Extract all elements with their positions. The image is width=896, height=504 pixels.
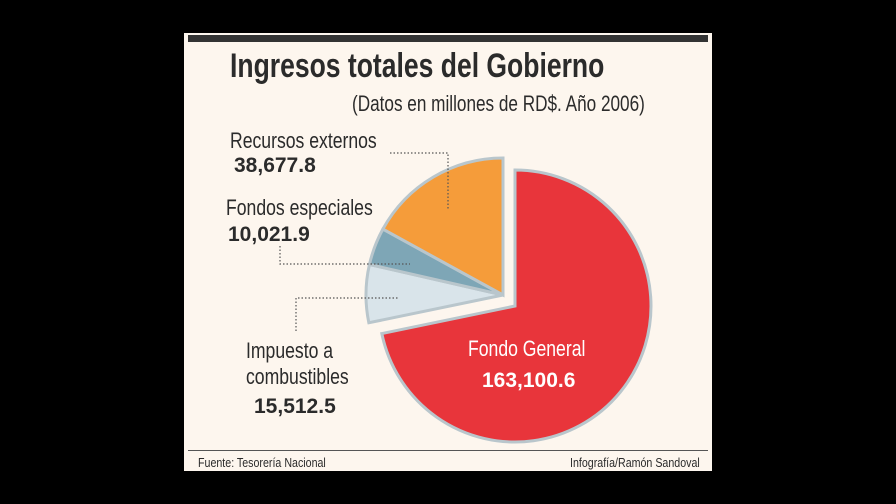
top-bar xyxy=(188,35,708,42)
slice-recursos-externos xyxy=(380,156,505,298)
label-impuesto-1: Impuesto a xyxy=(246,338,334,363)
chart-subtitle: (Datos en millones de RD$. Año 2006) xyxy=(352,91,645,116)
pie-chart xyxy=(279,152,653,444)
footer-divider xyxy=(188,450,708,451)
value-fondo-general: 163,100.6 xyxy=(482,369,576,392)
label-recursos: Recursos externos xyxy=(230,128,377,153)
value-recursos: 38,677.8 xyxy=(234,154,316,177)
value-impuesto: 15,512.5 xyxy=(254,395,336,418)
leader-recursos xyxy=(390,152,449,210)
slice-fondo-general xyxy=(380,168,653,444)
label-fondos: Fondos especiales xyxy=(226,195,373,220)
chart-title: Ingresos totales del Gobierno xyxy=(230,47,605,85)
label-fondo-general: Fondo General xyxy=(468,336,586,361)
leader-impuesto xyxy=(295,297,398,331)
leader-fondos xyxy=(279,246,410,265)
infographic-panel: Ingresos totales del Gobierno (Datos en … xyxy=(184,33,712,471)
value-fondos: 10,021.9 xyxy=(228,223,310,246)
label-impuesto-2: combustibles xyxy=(246,364,349,389)
source-note: Fuente: Tesorería Nacional xyxy=(198,455,326,470)
credit-note: Infografía/Ramón Sandoval xyxy=(570,455,700,470)
